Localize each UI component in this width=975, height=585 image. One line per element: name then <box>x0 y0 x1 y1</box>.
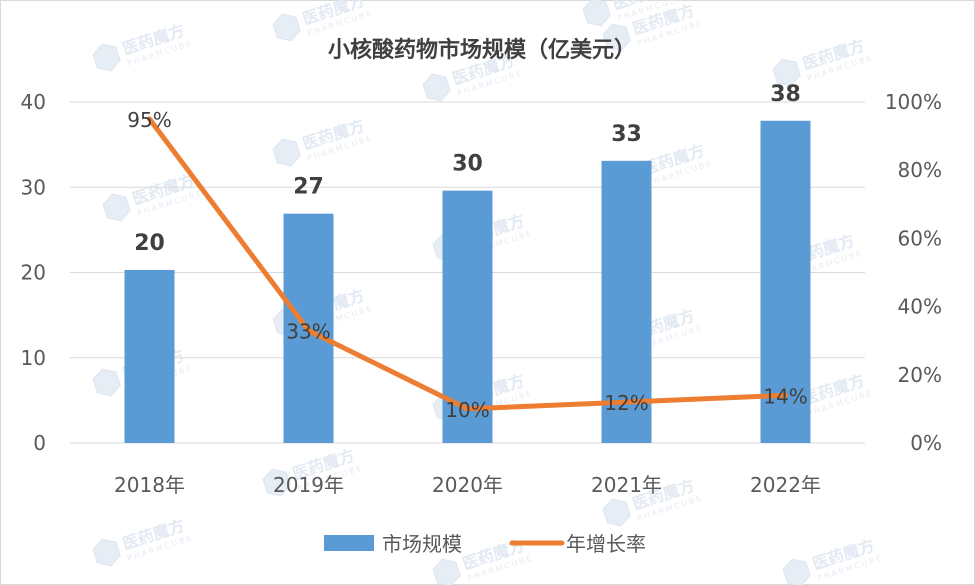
x-category-label: 2022年 <box>750 473 821 497</box>
watermark-cube-icon <box>262 468 291 497</box>
line-data-label: 14% <box>763 384 807 408</box>
x-category-label: 2019年 <box>273 473 344 497</box>
legend-label: 年增长率 <box>566 532 646 556</box>
watermark-cube-icon <box>92 538 121 567</box>
watermark-cube-icon <box>582 0 611 27</box>
line-point <box>465 406 470 412</box>
data-labels: 20 27 30 33 38 95% 33% 10% 12% 14% <box>127 82 807 422</box>
y-right-tick-label: 40% <box>898 295 942 319</box>
watermark-cube-icon <box>422 73 451 102</box>
watermark-cube-icon <box>272 13 301 42</box>
y-right-tick-label: 0% <box>910 431 942 455</box>
bar-data-label: 38 <box>770 82 801 107</box>
y-left-tick-label: 40 <box>21 90 46 114</box>
y-right-tick-label: 100% <box>885 90 942 114</box>
chart-title: 小核酸药物市场规模（亿美元） <box>328 37 636 63</box>
legend-label: 市场规模 <box>382 532 462 556</box>
y-left-tick-label: 30 <box>21 175 46 199</box>
bar <box>601 160 652 443</box>
bar <box>124 269 175 443</box>
line-data-label: 33% <box>286 319 330 343</box>
y-left-tick-label: 0 <box>33 431 46 455</box>
x-category-label: 2020年 <box>432 473 503 497</box>
watermark-cube-icon <box>92 43 121 72</box>
watermark-cube-icon <box>602 498 631 527</box>
line-data-label: 95% <box>127 108 171 132</box>
y-right-tick-label: 60% <box>898 226 942 250</box>
legend-bar-swatch <box>324 535 374 551</box>
x-category-label: 2018年 <box>114 473 185 497</box>
line-data-label: 10% <box>445 398 489 422</box>
line-series <box>147 116 788 412</box>
bar-data-label: 30 <box>452 152 483 177</box>
watermark-cube-icon <box>92 368 121 397</box>
y-right-tick-label: 80% <box>898 158 942 182</box>
watermark-cube-icon <box>272 138 301 167</box>
line-point <box>147 116 152 122</box>
line-point <box>783 392 788 398</box>
watermark-cube-icon <box>432 558 461 585</box>
chart-legend: 市场规模 年增长率 <box>324 532 646 556</box>
watermark-cube-icon <box>782 558 811 585</box>
watermark-cube-icon <box>602 23 631 52</box>
y-left-tick-label: 20 <box>21 261 46 285</box>
watermark-cube-icon <box>772 58 801 87</box>
bar-data-label: 33 <box>611 122 642 147</box>
y-right-tick-label: 20% <box>898 363 942 387</box>
line-point <box>624 399 629 405</box>
bar-data-label: 27 <box>293 175 324 200</box>
y-left-tick-label: 10 <box>21 346 46 370</box>
bar-data-label: 20 <box>134 231 165 256</box>
watermark-cube-icon <box>102 193 131 222</box>
line-data-label: 12% <box>604 391 648 415</box>
line-point <box>306 327 311 333</box>
x-category-label: 2021年 <box>591 473 662 497</box>
bar <box>760 120 811 443</box>
